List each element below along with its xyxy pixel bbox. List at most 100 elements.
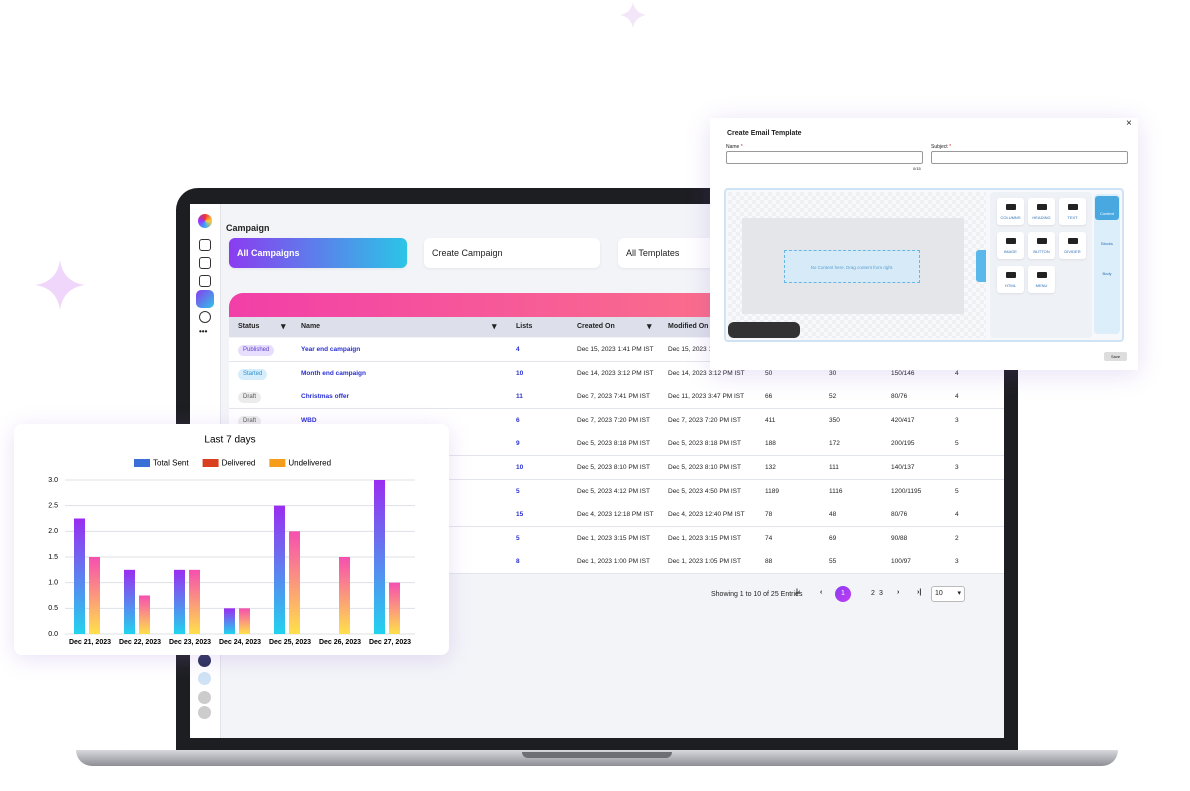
bar [374, 480, 385, 634]
created-on: Dec 5, 2023 8:10 PM IST [577, 464, 650, 471]
stat: 350 [829, 416, 840, 424]
status-pill: Published [238, 345, 275, 356]
bar [174, 569, 185, 634]
modified-on: Dec 4, 2023 12:40 PM IST [668, 511, 745, 519]
nav-v[interactable] [198, 706, 211, 719]
page-number[interactable]: 1 [835, 586, 851, 602]
campaign-name[interactable]: Christmas offer [301, 393, 350, 401]
nav-lists[interactable] [199, 275, 211, 287]
side-tabs: Content Blocks Body [1094, 194, 1120, 334]
toolbar[interactable] [728, 322, 800, 338]
campaign-name[interactable]: WBD [301, 416, 317, 424]
block[interactable]: HTML [997, 266, 1024, 293]
first-page[interactable]: |‹ [796, 589, 801, 596]
stat: 188 [765, 440, 776, 448]
campaign-name[interactable]: Year end campaign [301, 346, 361, 353]
sort-icon[interactable]: ▾ [281, 321, 286, 331]
column-header: Created On [577, 323, 615, 330]
page-number[interactable]: 3 [879, 590, 883, 597]
table-row[interactable]: Draft Christmas offer 11 Dec 7, 2023 7:41 P… [229, 385, 1004, 410]
page-size-value: 10 [935, 590, 943, 597]
nav-home[interactable] [199, 239, 211, 251]
save-button[interactable]: Save [1104, 352, 1127, 361]
created-on: Dec 15, 2023 1:41 PM IST [577, 346, 654, 353]
nav-d[interactable] [198, 691, 211, 704]
page-number[interactable]: 2 [871, 590, 875, 597]
panel-toggle[interactable] [976, 250, 986, 282]
block[interactable]: TEXT [1059, 198, 1086, 225]
created-on: Dec 7, 2023 7:20 PM IST [577, 416, 650, 424]
created-on: Dec 1, 2023 1:00 PM IST [577, 558, 650, 566]
drop-zone: No Content here. Drag content from right… [784, 250, 920, 283]
modified-on: Dec 1, 2023 1:05 PM IST [668, 558, 741, 566]
stat: 172 [829, 440, 840, 448]
next-page[interactable]: › [897, 589, 900, 596]
block[interactable]: BUTTON [1028, 232, 1055, 259]
last-page[interactable]: ›| [917, 589, 922, 596]
stat: 111 [829, 464, 839, 471]
prev-page[interactable]: ‹ [820, 589, 823, 596]
modified-on: Dec 1, 2023 3:15 PM IST [668, 534, 741, 542]
created-on: Dec 14, 2023 3:12 PM IST [577, 369, 654, 377]
y-tick-label: 1.5 [48, 554, 58, 561]
nav-avatar[interactable] [198, 672, 211, 685]
tab[interactable]: All Campaigns [229, 238, 407, 268]
block-icon [1036, 204, 1047, 210]
stat: 52 [829, 393, 837, 401]
subject-input[interactable] [931, 151, 1128, 164]
status-pill: Draft [238, 415, 262, 427]
bar [124, 569, 135, 634]
created-on: Dec 4, 2023 12:18 PM IST [577, 511, 654, 519]
nav-calls[interactable] [199, 257, 211, 269]
block[interactable]: IMAGE [997, 232, 1024, 259]
stat: 2 [955, 534, 959, 542]
name-input[interactable] [726, 151, 923, 164]
editor: No Content here. Drag content from right… [724, 188, 1124, 342]
caret: ▾ [957, 590, 961, 597]
nav-more[interactable]: ••• [199, 327, 208, 336]
block-icon [1005, 204, 1016, 210]
lists: 8 [516, 558, 520, 566]
stat: 3 [955, 464, 959, 471]
stat: 4 [955, 511, 959, 519]
blocks-panel: COLUMNS HEADING TEXT IMAGE BUTTON DIVIDER HTML… [990, 192, 1092, 338]
stat: 140/137 [891, 464, 915, 471]
bar [289, 531, 300, 634]
tab[interactable]: Create Campaign [424, 238, 600, 268]
sort-icon[interactable]: ▾ [647, 321, 652, 331]
status-pill: Started [238, 368, 268, 380]
created-on: Dec 5, 2023 4:12 PM IST [577, 487, 650, 495]
y-tick-label: 0.0 [48, 631, 58, 638]
modal: Create Email Template × Name * Subject *… [710, 118, 1138, 370]
nav-help[interactable] [198, 654, 211, 667]
block-label: HEADING [1032, 215, 1051, 220]
block-icon [1067, 204, 1078, 210]
modified-on: Dec 5, 2023 4:50 PM IST [668, 487, 741, 495]
block-label: MENU [1035, 283, 1048, 288]
counter: 0/15 [913, 166, 921, 171]
stat: 90/88 [891, 534, 908, 542]
block[interactable]: HEADING [1028, 198, 1055, 225]
y-tick-label: 1.0 [48, 580, 58, 587]
side-tab[interactable]: Content [1095, 196, 1119, 220]
stat: 30 [829, 369, 837, 377]
modified-on: Dec 7, 2023 7:20 PM IST [668, 416, 741, 424]
stat: 3 [955, 558, 959, 566]
block[interactable]: MENU [1028, 266, 1055, 293]
block[interactable]: COLUMNS [997, 198, 1024, 225]
stat: 132 [765, 464, 776, 471]
page-size[interactable]: 10 ▾ [931, 586, 965, 602]
nav-campaign[interactable] [196, 290, 214, 308]
side-tab[interactable]: Blocks [1101, 241, 1113, 246]
block-label: IMAGE [1004, 249, 1017, 254]
lists: 9 [516, 440, 520, 448]
side-tab[interactable]: Body [1102, 271, 1112, 276]
laptop-base [76, 750, 1118, 766]
block[interactable]: DIVIDER [1059, 232, 1086, 259]
close[interactable]: × [1126, 118, 1132, 129]
legend-label: Undelivered [288, 459, 331, 468]
sort-icon[interactable]: ▾ [492, 321, 497, 331]
nav-settings[interactable] [199, 311, 211, 323]
campaign-name[interactable]: Month end campaign [301, 369, 366, 377]
